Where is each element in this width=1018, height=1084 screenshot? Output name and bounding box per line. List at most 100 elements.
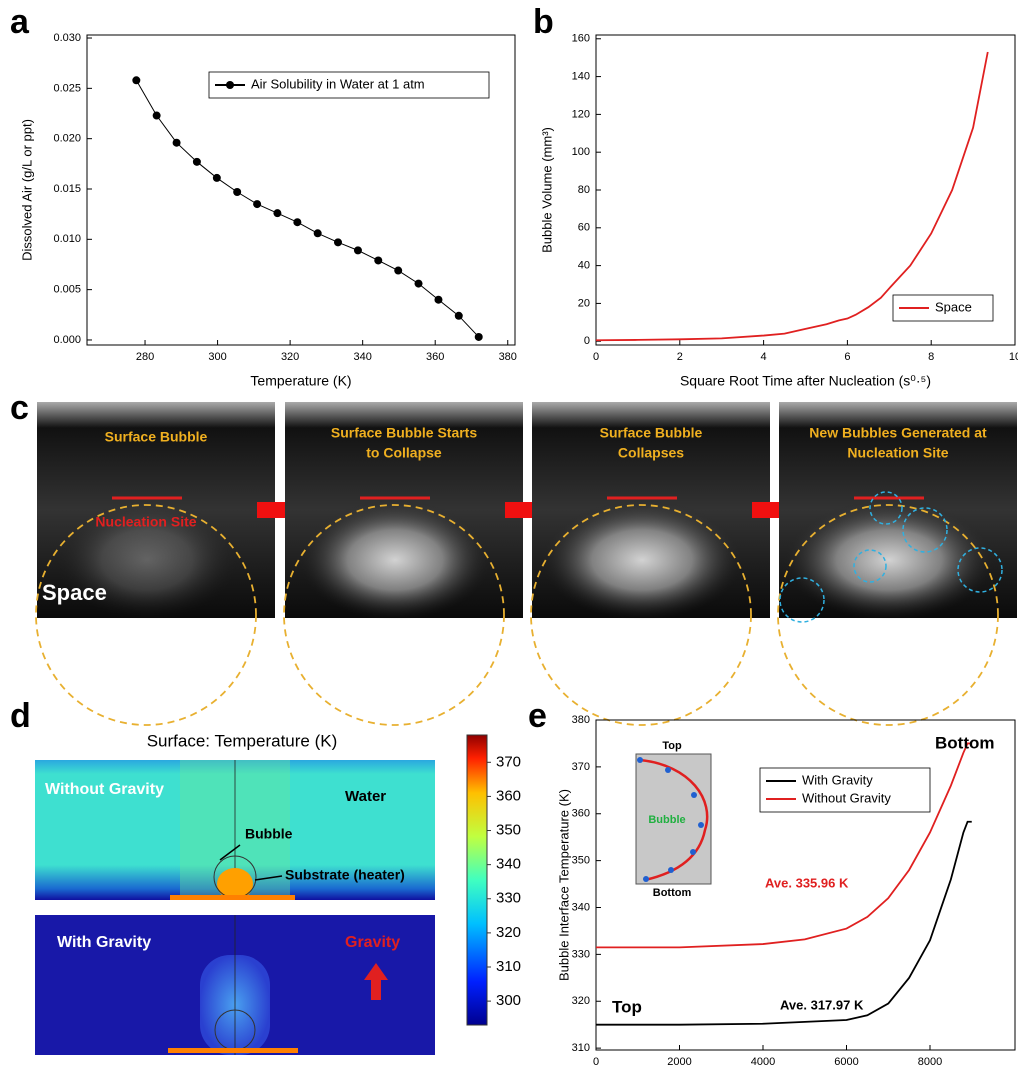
x-tick-label: 10 <box>1009 351 1018 363</box>
new-bubble <box>869 491 903 525</box>
point <box>273 209 282 218</box>
sim-label: With Gravity <box>57 934 151 951</box>
legend-label: Air Solubility in Water at 1 atm <box>251 76 425 91</box>
inset-arrowhead <box>665 767 671 773</box>
sim-hot <box>217 868 253 900</box>
legend-box <box>208 71 490 99</box>
series-line <box>135 80 480 338</box>
bubble-outline <box>530 504 752 726</box>
y-axis-label: Bubble Interface Temperature (K) <box>556 789 571 981</box>
caption: Collapses <box>618 445 684 461</box>
legend-label: With Gravity <box>802 772 873 787</box>
inset-arrowhead <box>668 867 674 873</box>
series-line <box>596 820 972 1026</box>
sim-label: Gravity <box>345 934 400 951</box>
caption: to Collapse <box>366 445 442 461</box>
panel-label: e <box>528 697 547 735</box>
y-tick-label: 0 <box>584 335 590 347</box>
photo-panel: Surface Bubble Surface Bubble Starts to Co… <box>35 402 1017 726</box>
point <box>192 157 201 166</box>
panel-label: c <box>10 389 29 427</box>
x-tick-label: 2 <box>677 351 683 363</box>
x-axis-label: Square Root Time after Nucleation (s⁰·⁵) <box>680 373 931 389</box>
y-tick-label: 80 <box>578 184 590 196</box>
plot-frame <box>86 34 516 346</box>
photo-glow <box>542 500 742 620</box>
inset-frame <box>635 753 712 885</box>
y-tick-label: 60 <box>578 222 590 234</box>
point <box>374 256 383 265</box>
y-tick-label: 120 <box>572 108 590 120</box>
panel-label: a <box>10 3 30 41</box>
point <box>253 200 262 209</box>
x-tick-label: 6000 <box>834 1056 858 1068</box>
inset-arrowhead <box>637 757 643 763</box>
inset-arrowhead <box>698 822 704 828</box>
caption: Surface Bubble <box>600 425 703 441</box>
caption: Surface Bubble Starts <box>331 425 477 441</box>
x-tick-label: 4 <box>761 351 767 363</box>
sim-label: Bubble <box>245 826 293 842</box>
bubble-outline <box>35 504 257 726</box>
y-tick-label: 0.030 <box>53 32 81 44</box>
caption: Nucleation Site <box>847 445 948 461</box>
inset-label: Bubble <box>648 814 685 826</box>
colorbar-tick-label: 310 <box>496 958 521 975</box>
new-bubble <box>957 547 1003 593</box>
simulation-panel: Surface: Temperature (K) Without Gravity… <box>35 731 521 1055</box>
caption: Surface Bubble <box>105 429 208 445</box>
colorbar <box>466 734 488 1026</box>
new-bubble <box>853 549 887 583</box>
y-tick-label: 370 <box>572 761 590 773</box>
colorbar-tick-label: 360 <box>496 787 521 804</box>
y-tick-label: 320 <box>572 995 590 1007</box>
x-axis-label: Temperature (K) <box>250 373 351 389</box>
y-tick-label: 0.010 <box>53 233 81 245</box>
plot-frame <box>595 719 1016 1051</box>
y-tick-label: 0.005 <box>53 284 81 296</box>
y-axis-label: Bubble Volume (mm³) <box>539 127 554 253</box>
colorbar-tick-label: 370 <box>496 753 521 770</box>
x-tick-label: 340 <box>353 351 371 363</box>
y-tick-label: 0.025 <box>53 82 81 94</box>
sim-title: Surface: Temperature (K) <box>147 731 338 750</box>
x-tick-label: 300 <box>208 351 226 363</box>
chart: 0246810020406080100120140160Square Root … <box>539 33 1018 389</box>
inset-bubble <box>639 758 709 882</box>
environment-label: Space <box>42 580 107 605</box>
y-tick-label: 380 <box>572 714 590 726</box>
colorbar-tick-label: 350 <box>496 821 521 838</box>
point <box>353 246 362 255</box>
x-tick-label: 380 <box>499 351 517 363</box>
new-bubble <box>902 507 948 553</box>
x-tick-label: 320 <box>281 351 299 363</box>
inset-arrowhead <box>690 849 696 855</box>
annotation: Ave. 317.97 K <box>780 997 864 1012</box>
photo-glow <box>57 500 237 620</box>
y-tick-label: 350 <box>572 855 590 867</box>
chart: 280 300 320 340 360 380 0.000 0.005 0.010 0.015 0.… <box>19 32 516 389</box>
annotation: Ave. 335.96 K <box>765 875 849 890</box>
point <box>293 218 302 227</box>
x-tick-label: 0 <box>593 1056 599 1068</box>
colorbar-tick-label: 340 <box>496 856 521 873</box>
y-tick-label: 0.015 <box>53 183 81 195</box>
sim-label: Without Gravity <box>45 781 164 798</box>
sim-label: Water <box>345 788 386 805</box>
photo-glow <box>300 500 490 620</box>
point <box>233 188 242 197</box>
site-label: Nucleation Site <box>95 514 196 530</box>
sim-heater <box>170 895 295 900</box>
y-tick-label: 40 <box>578 260 590 272</box>
colorbar-tick-label: 330 <box>496 890 521 907</box>
point <box>394 266 403 275</box>
y-tick-label: 0.000 <box>53 334 81 346</box>
legend-marker <box>226 81 234 89</box>
x-tick-label: 360 <box>426 351 444 363</box>
series-line <box>595 51 989 342</box>
series-line <box>596 742 972 949</box>
panel-label: d <box>10 697 31 735</box>
x-tick-label: 6 <box>844 351 850 363</box>
chart: 0 2000 4000 6000 8000 310 320 330 340 350 360 370 38… <box>556 714 1016 1084</box>
